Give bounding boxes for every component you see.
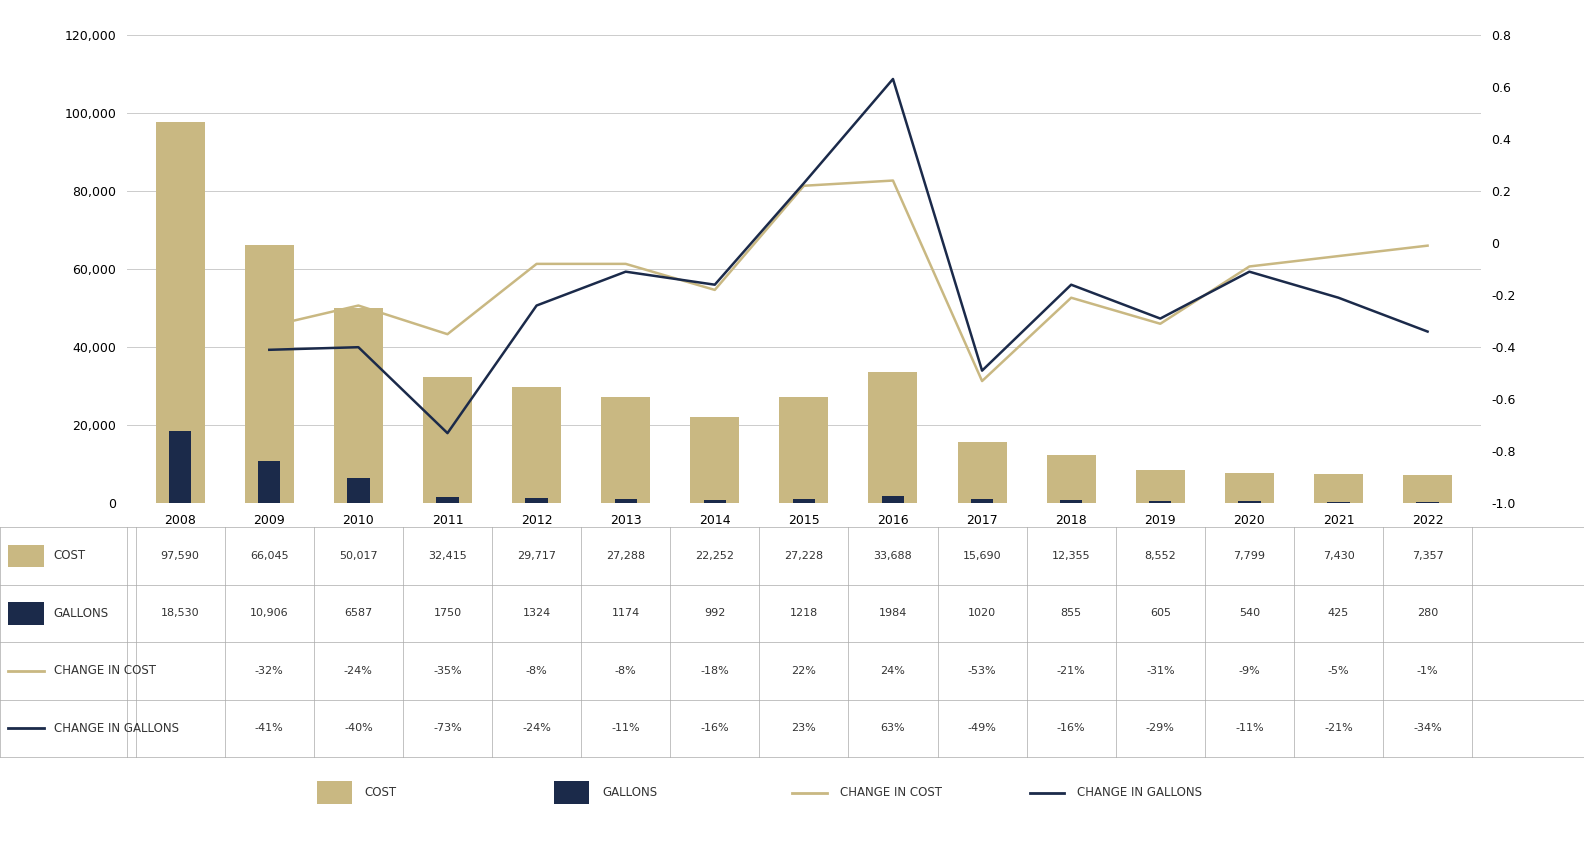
Bar <box>526 498 548 503</box>
Text: -18%: -18% <box>700 666 729 676</box>
Text: 12,355: 12,355 <box>1052 551 1090 561</box>
Text: 540: 540 <box>1239 608 1259 618</box>
Text: 22%: 22% <box>792 666 816 676</box>
Text: GALLONS: GALLONS <box>54 607 109 620</box>
Text: 27,228: 27,228 <box>784 551 824 561</box>
Bar <box>868 372 917 503</box>
Bar <box>155 122 204 503</box>
Bar <box>1403 475 1453 503</box>
Text: 7,357: 7,357 <box>1411 551 1443 561</box>
Bar <box>1327 502 1350 503</box>
FancyBboxPatch shape <box>8 602 44 625</box>
Text: 425: 425 <box>1327 608 1350 618</box>
Text: 29,717: 29,717 <box>516 551 556 561</box>
Text: 15,690: 15,690 <box>963 551 1001 561</box>
Bar <box>512 387 561 503</box>
Bar <box>602 397 649 503</box>
Text: -35%: -35% <box>432 666 463 676</box>
Bar <box>246 246 293 503</box>
Text: 33,688: 33,688 <box>874 551 912 561</box>
Text: GALLONS: GALLONS <box>602 786 657 799</box>
Bar <box>436 496 459 503</box>
Bar <box>1315 475 1362 503</box>
Text: 24%: 24% <box>881 666 906 676</box>
Text: -8%: -8% <box>615 666 637 676</box>
Text: 18,530: 18,530 <box>162 608 200 618</box>
Text: 8,552: 8,552 <box>1144 551 1177 561</box>
Text: -11%: -11% <box>1236 723 1264 733</box>
Bar <box>958 442 1006 503</box>
Text: -24%: -24% <box>344 666 372 676</box>
Text: CHANGE IN COST: CHANGE IN COST <box>840 786 941 799</box>
Text: 97,590: 97,590 <box>160 551 200 561</box>
Text: -9%: -9% <box>1239 666 1261 676</box>
Text: -73%: -73% <box>432 723 463 733</box>
Bar <box>1224 473 1274 503</box>
Bar <box>1060 500 1082 503</box>
Text: 1218: 1218 <box>790 608 817 618</box>
Text: 27,288: 27,288 <box>607 551 645 561</box>
Text: 1324: 1324 <box>523 608 551 618</box>
Text: 1174: 1174 <box>611 608 640 618</box>
Text: 605: 605 <box>1150 608 1171 618</box>
Text: 23%: 23% <box>792 723 816 733</box>
Text: 6587: 6587 <box>344 608 372 618</box>
Text: 1984: 1984 <box>879 608 908 618</box>
Bar <box>691 417 740 503</box>
Text: -24%: -24% <box>523 723 551 733</box>
Text: -16%: -16% <box>700 723 729 733</box>
FancyBboxPatch shape <box>554 781 589 804</box>
Bar <box>971 499 993 503</box>
Bar <box>779 397 828 503</box>
Text: 32,415: 32,415 <box>428 551 467 561</box>
Bar <box>1136 470 1185 503</box>
Text: -31%: -31% <box>1145 666 1175 676</box>
Text: -21%: -21% <box>1324 723 1353 733</box>
FancyBboxPatch shape <box>317 781 352 804</box>
Text: -41%: -41% <box>255 723 284 733</box>
Bar <box>347 477 369 503</box>
Text: 66,045: 66,045 <box>250 551 288 561</box>
Bar <box>258 461 280 503</box>
Text: CHANGE IN GALLONS: CHANGE IN GALLONS <box>54 722 179 735</box>
Text: 7,799: 7,799 <box>1234 551 1266 561</box>
Text: -11%: -11% <box>611 723 640 733</box>
Text: CHANGE IN COST: CHANGE IN COST <box>54 664 155 677</box>
Text: -53%: -53% <box>968 666 996 676</box>
Text: -21%: -21% <box>1057 666 1085 676</box>
Text: -29%: -29% <box>1145 723 1175 733</box>
Text: 10,906: 10,906 <box>250 608 288 618</box>
Text: 1020: 1020 <box>968 608 996 618</box>
Bar <box>1047 455 1096 503</box>
Bar <box>1239 502 1261 503</box>
Bar <box>703 500 725 503</box>
Text: COST: COST <box>364 786 396 799</box>
Text: 50,017: 50,017 <box>339 551 377 561</box>
Text: 280: 280 <box>1418 608 1438 618</box>
Text: 22,252: 22,252 <box>695 551 735 561</box>
Text: 63%: 63% <box>881 723 906 733</box>
Bar <box>615 499 637 503</box>
Text: -49%: -49% <box>968 723 996 733</box>
Bar <box>792 499 816 503</box>
Text: 992: 992 <box>705 608 725 618</box>
Text: -1%: -1% <box>1416 666 1438 676</box>
Text: CHANGE IN GALLONS: CHANGE IN GALLONS <box>1077 786 1202 799</box>
Bar <box>882 496 904 503</box>
Bar <box>169 431 192 503</box>
Text: -8%: -8% <box>526 666 548 676</box>
Text: 7,430: 7,430 <box>1323 551 1354 561</box>
FancyBboxPatch shape <box>8 544 44 567</box>
Bar <box>1148 501 1172 503</box>
Bar <box>334 308 383 503</box>
Text: COST: COST <box>54 549 86 562</box>
Text: -32%: -32% <box>255 666 284 676</box>
Bar <box>423 377 472 503</box>
Text: -5%: -5% <box>1327 666 1350 676</box>
Text: -40%: -40% <box>344 723 372 733</box>
Text: -16%: -16% <box>1057 723 1085 733</box>
Text: 855: 855 <box>1061 608 1082 618</box>
Text: 1750: 1750 <box>434 608 461 618</box>
Text: -34%: -34% <box>1413 723 1441 733</box>
